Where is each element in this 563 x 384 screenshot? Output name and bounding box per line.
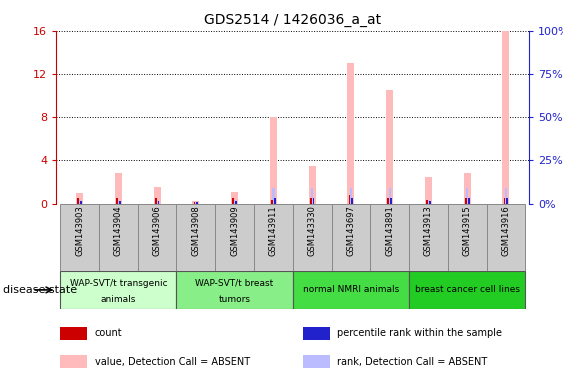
Bar	[409, 204, 448, 271]
Bar	[310, 198, 312, 204]
Text: GSM143330: GSM143330	[307, 205, 316, 257]
Text: disease state: disease state	[3, 285, 77, 295]
Bar	[504, 198, 506, 204]
Bar	[347, 63, 354, 204]
Text: count: count	[95, 328, 122, 338]
Text: GSM143909: GSM143909	[230, 205, 239, 256]
Bar	[158, 201, 159, 204]
Bar	[60, 204, 99, 271]
Bar	[293, 271, 409, 309]
Bar	[233, 198, 234, 204]
Bar	[154, 187, 160, 204]
Bar	[235, 201, 237, 204]
Bar	[117, 200, 119, 204]
Bar	[115, 173, 122, 204]
Bar	[176, 204, 215, 271]
Bar	[193, 201, 199, 204]
Bar	[332, 204, 370, 271]
Bar	[448, 204, 486, 271]
Text: GSM143903: GSM143903	[75, 205, 84, 256]
Bar	[465, 198, 467, 204]
Text: percentile rank within the sample: percentile rank within the sample	[337, 328, 502, 338]
Text: normal NMRI animals: normal NMRI animals	[303, 285, 399, 295]
Bar	[425, 177, 432, 204]
Bar	[78, 200, 81, 204]
Text: GSM143916: GSM143916	[502, 205, 511, 256]
Text: GSM143906: GSM143906	[153, 205, 162, 256]
Bar	[270, 117, 277, 204]
Bar	[271, 200, 273, 204]
Text: GSM143913: GSM143913	[424, 205, 433, 256]
Bar	[507, 198, 508, 204]
Bar	[215, 204, 254, 271]
Bar	[390, 198, 392, 204]
Text: rank, Detection Call = ABSENT: rank, Detection Call = ABSENT	[337, 357, 488, 367]
Bar	[60, 271, 176, 309]
Bar	[274, 198, 276, 204]
Text: GSM143904: GSM143904	[114, 205, 123, 256]
Bar	[77, 198, 79, 204]
Bar	[138, 204, 176, 271]
Text: GSM143908: GSM143908	[191, 205, 200, 256]
Text: GSM143697: GSM143697	[346, 205, 355, 257]
Bar	[99, 204, 138, 271]
Text: GSM143911: GSM143911	[269, 205, 278, 256]
Bar	[387, 198, 389, 204]
Bar	[312, 198, 315, 204]
Text: tumors: tumors	[218, 295, 251, 304]
Bar	[505, 189, 507, 204]
Bar	[303, 355, 330, 368]
Bar	[386, 90, 393, 204]
Bar	[350, 189, 352, 204]
Bar	[231, 192, 238, 204]
Bar	[195, 202, 197, 204]
Bar	[80, 201, 82, 204]
Bar	[486, 204, 525, 271]
Bar	[468, 198, 470, 204]
Bar	[234, 200, 236, 204]
Bar	[196, 202, 198, 204]
Text: WAP-SVT/t transgenic: WAP-SVT/t transgenic	[69, 278, 167, 288]
Text: GSM143891: GSM143891	[385, 205, 394, 256]
Bar	[311, 189, 313, 204]
Bar	[427, 200, 430, 204]
Text: GSM143915: GSM143915	[463, 205, 472, 256]
Bar	[429, 201, 431, 204]
Bar	[348, 195, 350, 204]
Bar	[309, 166, 316, 204]
Bar	[388, 189, 391, 204]
Bar	[370, 204, 409, 271]
Bar	[194, 202, 195, 204]
Text: breast cancer cell lines: breast cancer cell lines	[415, 285, 520, 295]
Bar	[502, 31, 510, 204]
Bar	[272, 189, 275, 204]
Bar	[426, 200, 428, 204]
Text: animals: animals	[101, 295, 136, 304]
Bar	[116, 198, 118, 204]
Bar	[293, 204, 332, 271]
Bar	[176, 271, 293, 309]
Bar	[60, 327, 87, 340]
Bar	[155, 198, 157, 204]
Bar	[254, 204, 293, 271]
Bar	[60, 355, 87, 368]
Bar	[119, 201, 120, 204]
Bar	[303, 327, 330, 340]
Bar	[351, 198, 353, 204]
Bar	[409, 271, 525, 309]
Bar	[76, 193, 83, 204]
Bar	[464, 173, 471, 204]
Text: value, Detection Call = ABSENT: value, Detection Call = ABSENT	[95, 357, 250, 367]
Text: WAP-SVT/t breast: WAP-SVT/t breast	[195, 278, 274, 288]
Bar	[156, 200, 158, 204]
Bar	[466, 189, 468, 204]
Title: GDS2514 / 1426036_a_at: GDS2514 / 1426036_a_at	[204, 13, 381, 27]
